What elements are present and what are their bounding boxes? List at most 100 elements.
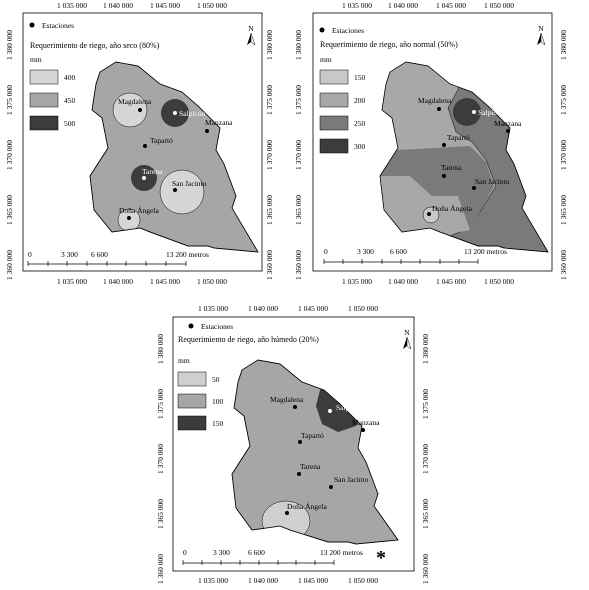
svg-text:1 365 000: 1 365 000 bbox=[265, 195, 274, 225]
station-tarena: Tarena bbox=[441, 163, 462, 172]
svg-text:1 360 000: 1 360 000 bbox=[156, 554, 165, 584]
svg-text:1 050 000: 1 050 000 bbox=[348, 576, 378, 585]
svg-text:1 040 000: 1 040 000 bbox=[388, 277, 418, 286]
station-dona-angela: Doña Ángela bbox=[119, 205, 159, 215]
scale-bar: 0 3 300 6 600 13 200 metros bbox=[323, 247, 507, 264]
station-manzana: Manzana bbox=[205, 118, 233, 127]
station-san-jacinto: San Jacinto bbox=[334, 475, 369, 484]
legend-class-label: 300 bbox=[354, 142, 366, 151]
svg-text:1 360 000: 1 360 000 bbox=[5, 250, 14, 280]
svg-text:1 045 000: 1 045 000 bbox=[436, 277, 466, 286]
svg-text:1 360 000: 1 360 000 bbox=[559, 250, 568, 280]
north-arrow-icon: N bbox=[247, 24, 256, 46]
zone-400-san-jacinto bbox=[159, 169, 205, 215]
station-dot bbox=[205, 129, 209, 133]
svg-text:1 370 000: 1 370 000 bbox=[5, 140, 14, 170]
station-dot bbox=[361, 428, 365, 432]
svg-text:1 360 000: 1 360 000 bbox=[421, 554, 430, 584]
svg-text:1 365 000: 1 365 000 bbox=[156, 499, 165, 529]
station-dot bbox=[173, 188, 177, 192]
basin bbox=[379, 61, 549, 253]
svg-text:1 370 000: 1 370 000 bbox=[559, 140, 568, 170]
svg-text:6 600: 6 600 bbox=[91, 250, 108, 259]
station-symbol bbox=[29, 22, 35, 28]
svg-text:13 200 metros: 13 200 metros bbox=[464, 247, 507, 256]
basin bbox=[89, 61, 259, 253]
svg-text:6 600: 6 600 bbox=[390, 247, 407, 256]
station-taparto: Tapartó bbox=[301, 431, 324, 440]
map-frame bbox=[172, 316, 415, 572]
svg-text:1 050 000: 1 050 000 bbox=[484, 1, 514, 10]
svg-text:1 050 000: 1 050 000 bbox=[348, 304, 378, 313]
svg-text:0: 0 bbox=[183, 548, 187, 557]
station-dot bbox=[328, 409, 332, 413]
svg-text:1 045 000: 1 045 000 bbox=[298, 576, 328, 585]
legend-swatch bbox=[319, 92, 349, 108]
station-dot bbox=[138, 108, 142, 112]
svg-text:1 035 000: 1 035 000 bbox=[342, 277, 372, 286]
zone-300-salpicon bbox=[453, 98, 481, 126]
map-frame bbox=[22, 12, 263, 272]
svg-text:1 375 000: 1 375 000 bbox=[294, 85, 303, 115]
legend-class-label: 200 bbox=[354, 96, 366, 105]
station-dot bbox=[127, 216, 131, 220]
svg-text:0: 0 bbox=[28, 250, 32, 259]
scale-bar: 0 3 300 6 600 13 200 metros bbox=[182, 548, 363, 565]
station-dot bbox=[437, 107, 441, 111]
svg-text:1 365 000: 1 365 000 bbox=[294, 195, 303, 225]
north-arrow-icon: N bbox=[403, 328, 412, 350]
svg-text:1 035 000: 1 035 000 bbox=[198, 576, 228, 585]
station-dot bbox=[442, 174, 446, 178]
coordinate-labels: 1 035 000 1 040 000 1 045 000 1 050 000 … bbox=[156, 304, 430, 585]
zone-200-south bbox=[380, 176, 470, 236]
legend-units: mm bbox=[320, 55, 332, 64]
svg-text:1 045 000: 1 045 000 bbox=[298, 304, 328, 313]
station-dot bbox=[427, 212, 431, 216]
station-tarena: Tarena bbox=[300, 462, 321, 471]
station-magdalena: Magdalena bbox=[418, 96, 452, 105]
legend-swatch bbox=[177, 371, 207, 387]
station-dot bbox=[329, 485, 333, 489]
station-manzana: Manzana bbox=[352, 418, 380, 427]
legend-class-label: 450 bbox=[64, 96, 76, 105]
svg-text:1 045 000: 1 045 000 bbox=[150, 277, 180, 286]
svg-text:13 200 metros: 13 200 metros bbox=[166, 250, 209, 259]
zone-150-dona-angela bbox=[422, 206, 440, 224]
svg-text:1 035 000: 1 035 000 bbox=[198, 304, 228, 313]
station-salpicon: Salpicón bbox=[179, 109, 205, 118]
legend-swatch bbox=[29, 69, 59, 85]
station-symbol bbox=[188, 323, 194, 329]
north-label: N bbox=[248, 24, 254, 33]
svg-text:3 300: 3 300 bbox=[357, 247, 374, 256]
svg-text:13 200 metros: 13 200 metros bbox=[320, 548, 363, 557]
legend-swatch bbox=[177, 393, 207, 409]
svg-text:1 375 000: 1 375 000 bbox=[5, 85, 14, 115]
svg-text:1 380 000: 1 380 000 bbox=[294, 30, 303, 60]
station-magdalena: Magdalena bbox=[118, 97, 152, 106]
svg-text:0: 0 bbox=[324, 247, 328, 256]
legend-stations-label: Estaciones bbox=[201, 322, 233, 331]
legend-class-label: 400 bbox=[64, 73, 76, 82]
legend-class-label: 250 bbox=[354, 119, 366, 128]
legend-units: mm bbox=[178, 356, 190, 365]
legend-swatch bbox=[319, 115, 349, 131]
legend-class-label: 150 bbox=[212, 419, 224, 428]
svg-text:1 370 000: 1 370 000 bbox=[156, 444, 165, 474]
svg-text:1 035 000: 1 035 000 bbox=[57, 1, 87, 10]
station-dot bbox=[143, 144, 147, 148]
station-manzana: Manzana bbox=[494, 119, 522, 128]
station-magdalena: Magdalena bbox=[270, 395, 304, 404]
station-salpicon: Salpicón bbox=[478, 108, 504, 117]
north-arrow-icon: N bbox=[537, 24, 546, 46]
svg-text:1 040 000: 1 040 000 bbox=[248, 576, 278, 585]
svg-text:1 365 000: 1 365 000 bbox=[421, 499, 430, 529]
svg-text:1 040 000: 1 040 000 bbox=[103, 1, 133, 10]
svg-text:1 045 000: 1 045 000 bbox=[150, 1, 180, 10]
station-dot bbox=[173, 111, 177, 115]
svg-text:3 300: 3 300 bbox=[213, 548, 230, 557]
svg-text:1 360 000: 1 360 000 bbox=[265, 250, 274, 280]
station-san-jacinto: San Jacinto bbox=[172, 179, 207, 188]
svg-text:1 375 000: 1 375 000 bbox=[421, 389, 430, 419]
station-dona-angela: Doña Ángela bbox=[287, 501, 327, 511]
svg-text:1 050 000: 1 050 000 bbox=[484, 277, 514, 286]
